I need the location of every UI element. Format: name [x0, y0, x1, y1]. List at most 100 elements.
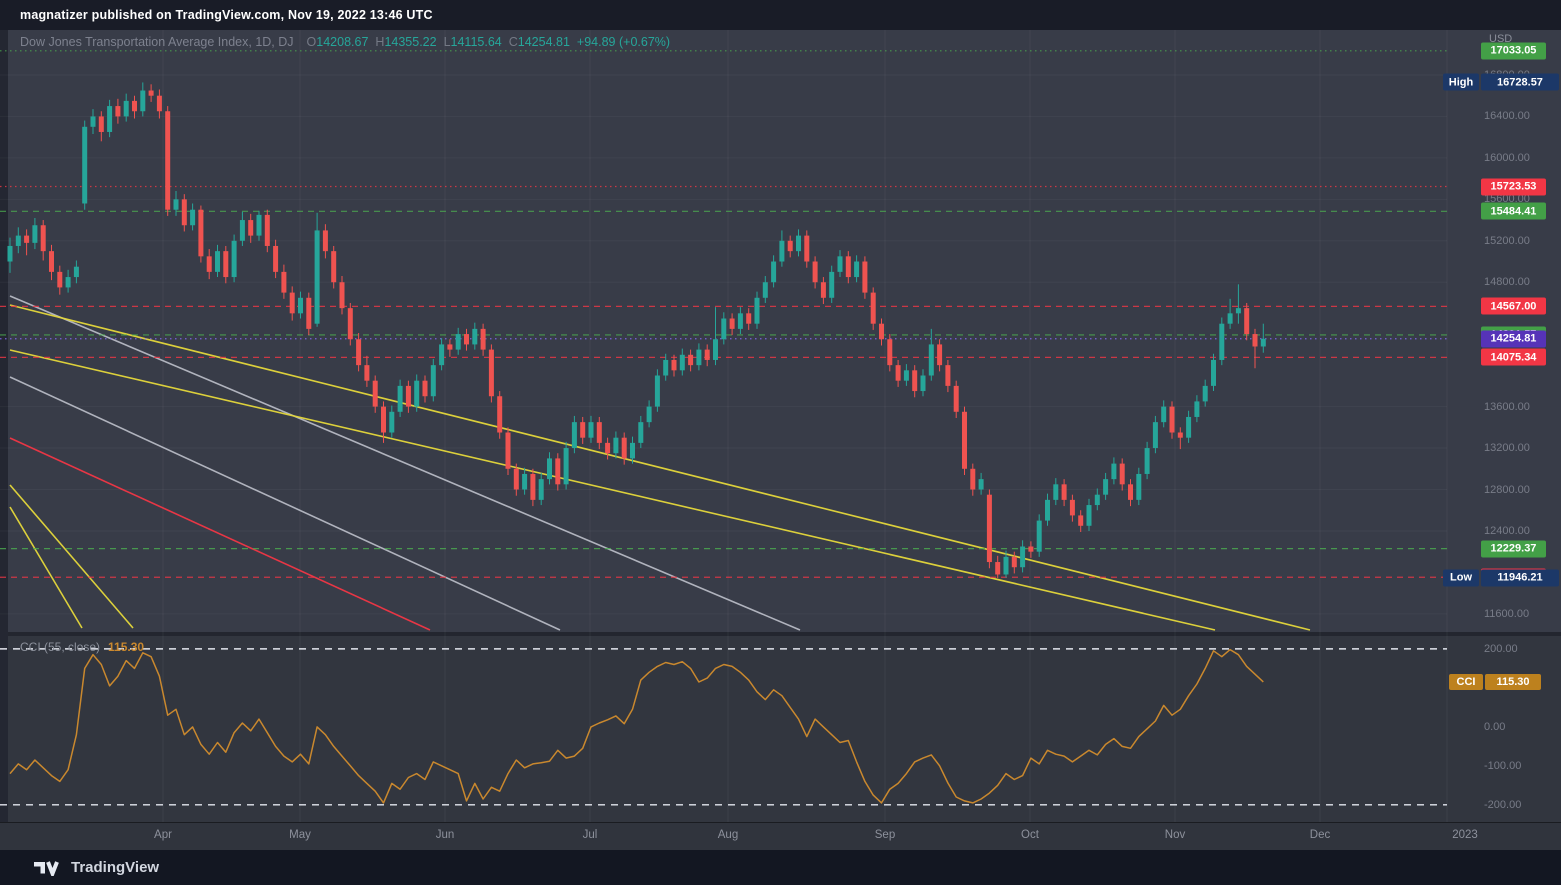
candle-body[interactable]	[455, 334, 461, 350]
candle-body[interactable]	[480, 328, 486, 350]
candle-body[interactable]	[796, 235, 801, 252]
candle-body[interactable]	[1211, 359, 1216, 386]
candle-body[interactable]	[65, 277, 71, 288]
candle-body[interactable]	[646, 406, 652, 423]
candle-body[interactable]	[538, 479, 544, 500]
candle-body[interactable]	[962, 411, 967, 469]
trendline-gray-0[interactable]	[9, 295, 801, 631]
candle-body[interactable]	[1144, 448, 1150, 474]
candle-body[interactable]	[1244, 308, 1250, 335]
candle-body[interactable]	[472, 328, 478, 345]
candle-body[interactable]	[198, 209, 204, 257]
candle-body[interactable]	[505, 432, 511, 469]
candle-body[interactable]	[970, 468, 976, 490]
candle-body[interactable]	[447, 344, 453, 350]
candle-body[interactable]	[381, 406, 386, 433]
candle-body[interactable]	[953, 385, 959, 412]
candle-body[interactable]	[870, 292, 876, 324]
candle-body[interactable]	[696, 349, 702, 366]
chart-area[interactable]: Dow Jones Transportation Average Index, …	[0, 30, 1561, 822]
candle-body[interactable]	[754, 297, 760, 324]
tradingview-logo-icon[interactable]	[34, 860, 61, 876]
candle-body[interactable]	[1219, 323, 1225, 360]
candle-body[interactable]	[837, 256, 843, 272]
candle-body[interactable]	[439, 344, 445, 366]
candle-body[interactable]	[1020, 546, 1026, 568]
candle-body[interactable]	[555, 458, 561, 485]
candle-body[interactable]	[1252, 334, 1258, 347]
candle-body[interactable]	[215, 251, 220, 272]
candle-body[interactable]	[231, 240, 237, 278]
candle-body[interactable]	[497, 396, 503, 433]
candle-body[interactable]	[239, 220, 245, 241]
pane-separator[interactable]	[0, 632, 1561, 636]
candle-body[interactable]	[1136, 473, 1142, 500]
candle-body[interactable]	[223, 251, 229, 278]
candle-body[interactable]	[1235, 308, 1241, 314]
candle-body[interactable]	[15, 235, 21, 246]
candle-body[interactable]	[430, 365, 436, 397]
candle-body[interactable]	[289, 292, 295, 314]
candle-body[interactable]	[57, 271, 63, 288]
candle-body[interactable]	[173, 199, 179, 210]
candle-body[interactable]	[1103, 479, 1109, 495]
candle-body[interactable]	[1186, 416, 1192, 438]
candle-body[interactable]	[571, 422, 577, 449]
candle-body[interactable]	[264, 214, 270, 246]
candle-body[interactable]	[132, 100, 137, 112]
candle-body[interactable]	[563, 448, 569, 485]
tradingview-brand-text[interactable]: TradingView	[71, 859, 160, 876]
candle-body[interactable]	[273, 245, 279, 272]
candle-body[interactable]	[298, 297, 303, 314]
candle-body[interactable]	[347, 308, 353, 340]
candle-body[interactable]	[1053, 484, 1059, 500]
candle-body[interactable]	[771, 261, 777, 283]
candle-body[interactable]	[98, 116, 104, 132]
candle-body[interactable]	[1227, 313, 1233, 324]
candle-body[interactable]	[671, 359, 677, 371]
candle-body[interactable]	[1161, 406, 1167, 423]
candle-body[interactable]	[372, 380, 378, 407]
candle-body[interactable]	[588, 422, 594, 438]
candle-body[interactable]	[364, 365, 370, 381]
chart-canvas[interactable]	[0, 30, 1561, 822]
candle-body[interactable]	[820, 282, 826, 298]
candle-body[interactable]	[464, 334, 469, 345]
candle-body[interactable]	[547, 458, 552, 480]
trendline-red-4[interactable]	[9, 437, 431, 631]
candle-body[interactable]	[1061, 484, 1067, 500]
candle-body[interactable]	[1036, 520, 1042, 552]
candle-body[interactable]	[854, 261, 860, 278]
candle-body[interactable]	[405, 385, 411, 407]
candle-body[interactable]	[928, 344, 934, 376]
candle-body[interactable]	[40, 225, 46, 252]
candle-body[interactable]	[920, 375, 926, 392]
candle-body[interactable]	[522, 473, 528, 490]
candle-body[interactable]	[281, 271, 287, 293]
candle-body[interactable]	[945, 365, 951, 386]
candle-body[interactable]	[596, 422, 602, 443]
candle-body[interactable]	[513, 468, 519, 490]
candle-body[interactable]	[1094, 494, 1100, 506]
candle-body[interactable]	[1119, 463, 1125, 485]
candle-body[interactable]	[314, 230, 320, 324]
candle-body[interactable]	[140, 90, 146, 112]
candle-body[interactable]	[912, 370, 918, 392]
candle-body[interactable]	[530, 473, 536, 500]
candle-body[interactable]	[1177, 432, 1183, 438]
candle-body[interactable]	[580, 422, 586, 438]
candle-body[interactable]	[331, 251, 337, 283]
candle-body[interactable]	[248, 220, 254, 236]
candle-body[interactable]	[422, 380, 428, 397]
candle-body[interactable]	[879, 323, 884, 340]
candle-body[interactable]	[862, 261, 868, 293]
candle-body[interactable]	[339, 282, 345, 309]
candle-body[interactable]	[165, 111, 171, 210]
candle-body[interactable]	[181, 199, 187, 226]
candle-body[interactable]	[845, 256, 851, 278]
candle-body[interactable]	[49, 251, 54, 272]
candle-body[interactable]	[306, 297, 312, 329]
candle-body[interactable]	[1128, 484, 1133, 500]
candle-body[interactable]	[688, 354, 694, 366]
candle-body[interactable]	[986, 494, 992, 563]
